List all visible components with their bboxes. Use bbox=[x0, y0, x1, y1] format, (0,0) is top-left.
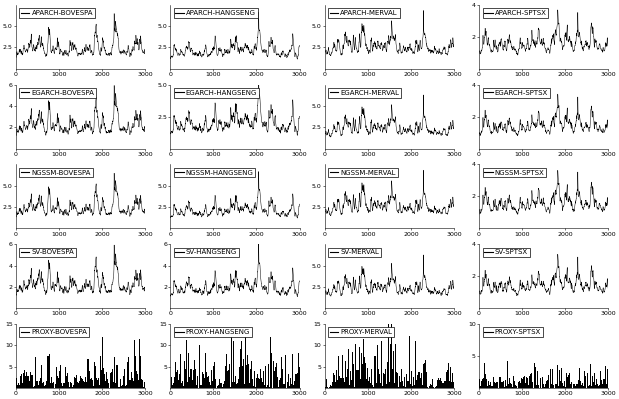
Legend: PROXY-BOVESPA: PROXY-BOVESPA bbox=[19, 328, 89, 337]
Legend: NGSSM-BOVESPA: NGSSM-BOVESPA bbox=[19, 168, 93, 177]
Legend: SV-SPTSX: SV-SPTSX bbox=[483, 248, 529, 257]
Legend: PROXY-HANGSENG: PROXY-HANGSENG bbox=[174, 328, 252, 337]
Legend: SV-HANGSENG: SV-HANGSENG bbox=[174, 248, 239, 257]
Legend: APARCH-MERVAL: APARCH-MERVAL bbox=[328, 8, 400, 18]
Legend: EGARCH-MERVAL: EGARCH-MERVAL bbox=[328, 88, 401, 97]
Legend: APARCH-BOVESPA: APARCH-BOVESPA bbox=[19, 8, 95, 18]
Legend: EGARCH-HANGSENG: EGARCH-HANGSENG bbox=[174, 88, 259, 97]
Legend: NGSSM-HANGSENG: NGSSM-HANGSENG bbox=[174, 168, 256, 177]
Legend: APARCH-HANGSENG: APARCH-HANGSENG bbox=[174, 8, 258, 18]
Legend: APARCH-SPTSX: APARCH-SPTSX bbox=[483, 8, 548, 18]
Legend: EGARCH-SPTSX: EGARCH-SPTSX bbox=[483, 88, 550, 97]
Legend: PROXY-MERVAL: PROXY-MERVAL bbox=[328, 328, 394, 337]
Legend: NGSSM-MERVAL: NGSSM-MERVAL bbox=[328, 168, 397, 177]
Legend: EGARCH-BOVESPA: EGARCH-BOVESPA bbox=[19, 88, 96, 97]
Legend: PROXY-SPTSX: PROXY-SPTSX bbox=[483, 328, 543, 337]
Legend: NGSSM-SPTSX: NGSSM-SPTSX bbox=[483, 168, 546, 177]
Legend: SV-MERVAL: SV-MERVAL bbox=[328, 248, 381, 257]
Legend: SV-BOVESPA: SV-BOVESPA bbox=[19, 248, 76, 257]
